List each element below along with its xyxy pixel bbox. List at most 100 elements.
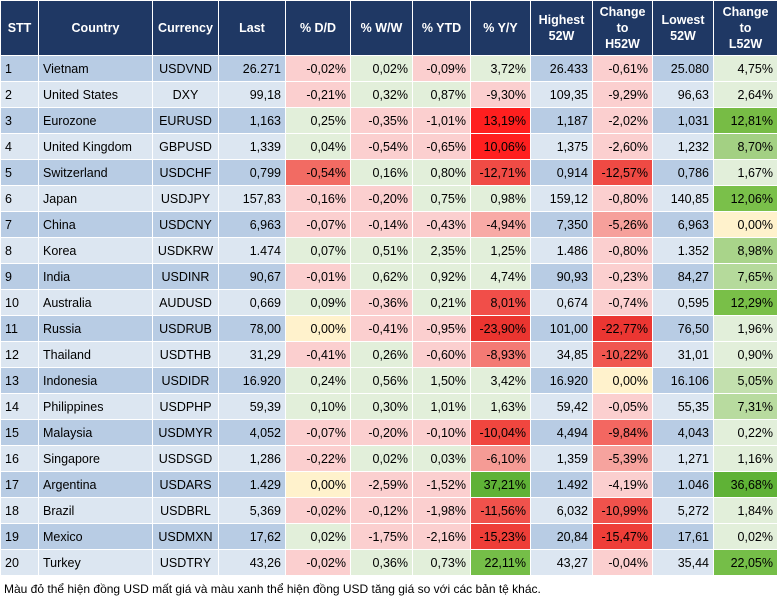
header-text: H52W [605,37,640,51]
table-cell: 4,043 [652,419,714,446]
table-cell: 7,65% [713,263,777,290]
table-cell: 5 [0,159,39,186]
table-cell: 0,80% [412,159,471,186]
table-cell: -4,19% [592,471,653,498]
table-cell: 26.271 [218,55,286,82]
table-cell: -0,22% [285,445,351,472]
table-cell: -0,14% [350,211,413,238]
table-cell: 2 [0,81,39,108]
table-cell: Brazil [38,497,153,524]
table-row: 6 Japan USDJPY 157,83 -0,16% -0,20% 0,75% 0,98%… [0,185,777,212]
table-cell: 17,62 [218,523,286,550]
table-cell: DXY [152,81,219,108]
table-cell: 1.474 [218,237,286,264]
table-cell: 1,63% [470,393,531,420]
table-cell: 1.046 [652,471,714,498]
table-cell: Australia [38,289,153,316]
table-cell: USDPHP [152,393,219,420]
table-cell: 16 [0,445,39,472]
table-cell: USDJPY [152,185,219,212]
table-row: 5 Switzerland USDCHF 0,799 -0,54% 0,16% 0,80% -… [0,159,777,186]
table-cell: 16.106 [652,367,714,394]
table-cell: 7,350 [530,211,593,238]
table-cell: 26.433 [530,55,593,82]
table-cell: 0,51% [350,237,413,264]
table-cell: 1,96% [713,315,777,342]
table-cell: 1,375 [530,133,593,160]
table-cell: 0,10% [285,393,351,420]
table-row: 4 United Kingdom GBPUSD 1,339 0,04% -0,54% -0,… [0,133,777,160]
table-cell: Eurozone [38,107,153,134]
currency-table: STT Country Currency Last % D/D % W/W % YTD % Y… [0,0,777,576]
table-cell: 1,25% [470,237,531,264]
header-text: Currency [158,21,213,35]
header-text: Change [722,5,769,19]
table-cell: 6,963 [218,211,286,238]
table-cell: 0,87% [412,81,471,108]
table-cell: 1,339 [218,133,286,160]
table-cell: -0,12% [350,497,413,524]
table-cell: 0,914 [530,159,593,186]
table-cell: 1.486 [530,237,593,264]
table-cell: USDBRL [152,497,219,524]
header-text: Lowest [661,13,705,27]
table-cell: Turkey [38,549,153,576]
table-cell: 31,29 [218,341,286,368]
table-cell: 6,032 [530,497,593,524]
table-cell: 5,272 [652,497,714,524]
table-cell: Russia [38,315,153,342]
table-row: 14 Philippines USDPHP 59,39 0,10% 0,30% 1,01% 1… [0,393,777,420]
table-cell: -0,04% [592,549,653,576]
table-cell: -0,36% [350,289,413,316]
column-header: Last [218,0,286,56]
table-row: 10 Australia AUDUSD 0,669 0,09% -0,36% 0,21% 8,… [0,289,777,316]
table-cell: 12,06% [713,185,777,212]
table-cell: 10,06% [470,133,531,160]
table-row: 15 Malaysia USDMYR 4,052 -0,07% -0,20% -0,10% -… [0,419,777,446]
table-row: 8 Korea USDKRW 1.474 0,07% 0,51% 2,35% 1,25% 1.4… [0,237,777,264]
table-cell: -0,16% [285,185,351,212]
table-cell: -12,57% [592,159,653,186]
table-row: 17 Argentina USDARS 1.429 0,00% -2,59% -1,52% 3… [0,471,777,498]
table-cell: -10,04% [470,419,531,446]
table-cell: -8,93% [470,341,531,368]
table-cell: -22,77% [592,315,653,342]
column-header: Highest 52W [530,0,593,56]
table-cell: 1,50% [412,367,471,394]
table-cell: 55,35 [652,393,714,420]
table-cell: 9 [0,263,39,290]
table-cell: 0,25% [285,107,351,134]
table-cell: -9,29% [592,81,653,108]
table-cell: -1,75% [350,523,413,550]
table-cell: Argentina [38,471,153,498]
table-cell: -1,01% [412,107,471,134]
table-cell: United Kingdom [38,133,153,160]
table-cell: USDRUB [152,315,219,342]
table-cell: 0,00% [592,367,653,394]
table-cell: 7 [0,211,39,238]
table-cell: -0,54% [350,133,413,160]
table-cell: -1,52% [412,471,471,498]
table-cell: -0,01% [285,263,351,290]
header-text: L52W [728,37,763,51]
table-cell: -0,07% [285,211,351,238]
table-row: 7 China USDCNY 6,963 -0,07% -0,14% -0,43% -4,94… [0,211,777,238]
table-cell: Indonesia [38,367,153,394]
table-cell: 7,31% [713,393,777,420]
header-text: STT [7,21,32,35]
table-cell: -6,10% [470,445,531,472]
table-cell: -5,26% [592,211,653,238]
header-text: Highest [538,13,585,27]
column-header: % W/W [350,0,413,56]
table-cell: 96,63 [652,81,714,108]
table-cell: 1.492 [530,471,593,498]
table-cell: -23,90% [470,315,531,342]
table-cell: 13,19% [470,107,531,134]
table-cell: 8,98% [713,237,777,264]
table-cell: Singapore [38,445,153,472]
table-cell: -0,95% [412,315,471,342]
table-cell: 1,16% [713,445,777,472]
table-cell: USDTRY [152,549,219,576]
column-header: Lowest 52W [652,0,714,56]
